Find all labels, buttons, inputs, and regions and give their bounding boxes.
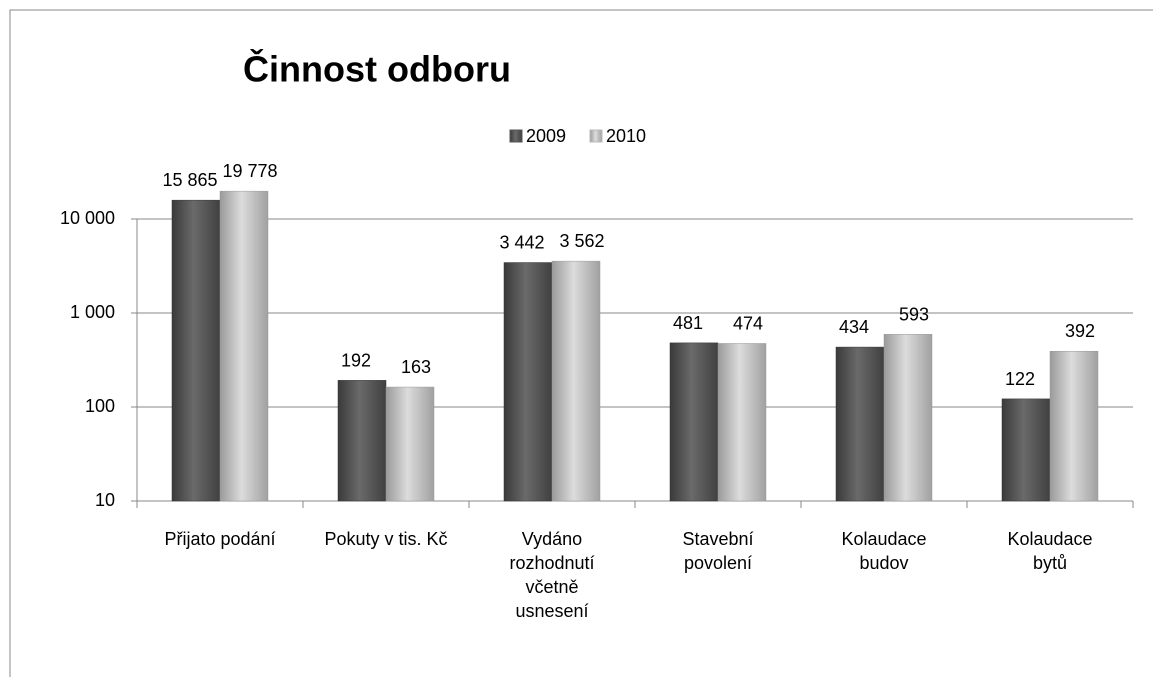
- bar: [1001, 398, 1051, 502]
- bar: [551, 260, 601, 502]
- x-tick-label: Pokuty v tis. Kč: [324, 529, 447, 549]
- x-tick-label: Stavební povolení: [682, 529, 753, 573]
- y-tick-label: 100: [85, 396, 115, 416]
- data-label: 593: [899, 304, 929, 324]
- x-tick-label: Vydáno rozhodnutí včetně usnesení: [509, 529, 594, 621]
- data-label: 163: [401, 357, 431, 377]
- data-label: 19 778: [222, 161, 277, 181]
- bar: [171, 199, 221, 502]
- legend-label: 2009: [526, 126, 566, 146]
- chart-title: Činnost odboru: [243, 48, 511, 90]
- bar: [219, 190, 269, 502]
- y-tick-label: 10: [95, 490, 115, 510]
- legend-label: 2010: [606, 126, 646, 146]
- bar: [385, 386, 435, 502]
- bar: [337, 380, 387, 502]
- bar: [503, 262, 553, 502]
- data-label: 15 865: [162, 170, 217, 190]
- data-label: 122: [1005, 369, 1035, 389]
- data-label: 3 442: [499, 233, 544, 253]
- data-label: 392: [1065, 321, 1095, 341]
- data-label: 3 562: [559, 231, 604, 251]
- legend-swatch: [509, 129, 523, 143]
- chart-border: [9, 9, 1153, 677]
- y-tick-label: 10 000: [60, 208, 115, 228]
- bar: [1049, 350, 1099, 502]
- data-label: 434: [839, 317, 869, 337]
- x-tick-label: Kolaudace budov: [841, 529, 926, 573]
- y-tick-label: 1 000: [70, 302, 115, 322]
- bar: [717, 343, 767, 502]
- legend-swatch: [589, 129, 603, 143]
- x-tick-label: Kolaudace bytů: [1007, 529, 1092, 573]
- bar: [669, 342, 719, 502]
- bar: [835, 346, 885, 502]
- data-label: 192: [341, 350, 371, 370]
- x-tick-label: Přijato podání: [164, 529, 275, 549]
- data-label: 474: [733, 313, 763, 333]
- bar: [883, 334, 933, 502]
- data-label: 481: [673, 313, 703, 333]
